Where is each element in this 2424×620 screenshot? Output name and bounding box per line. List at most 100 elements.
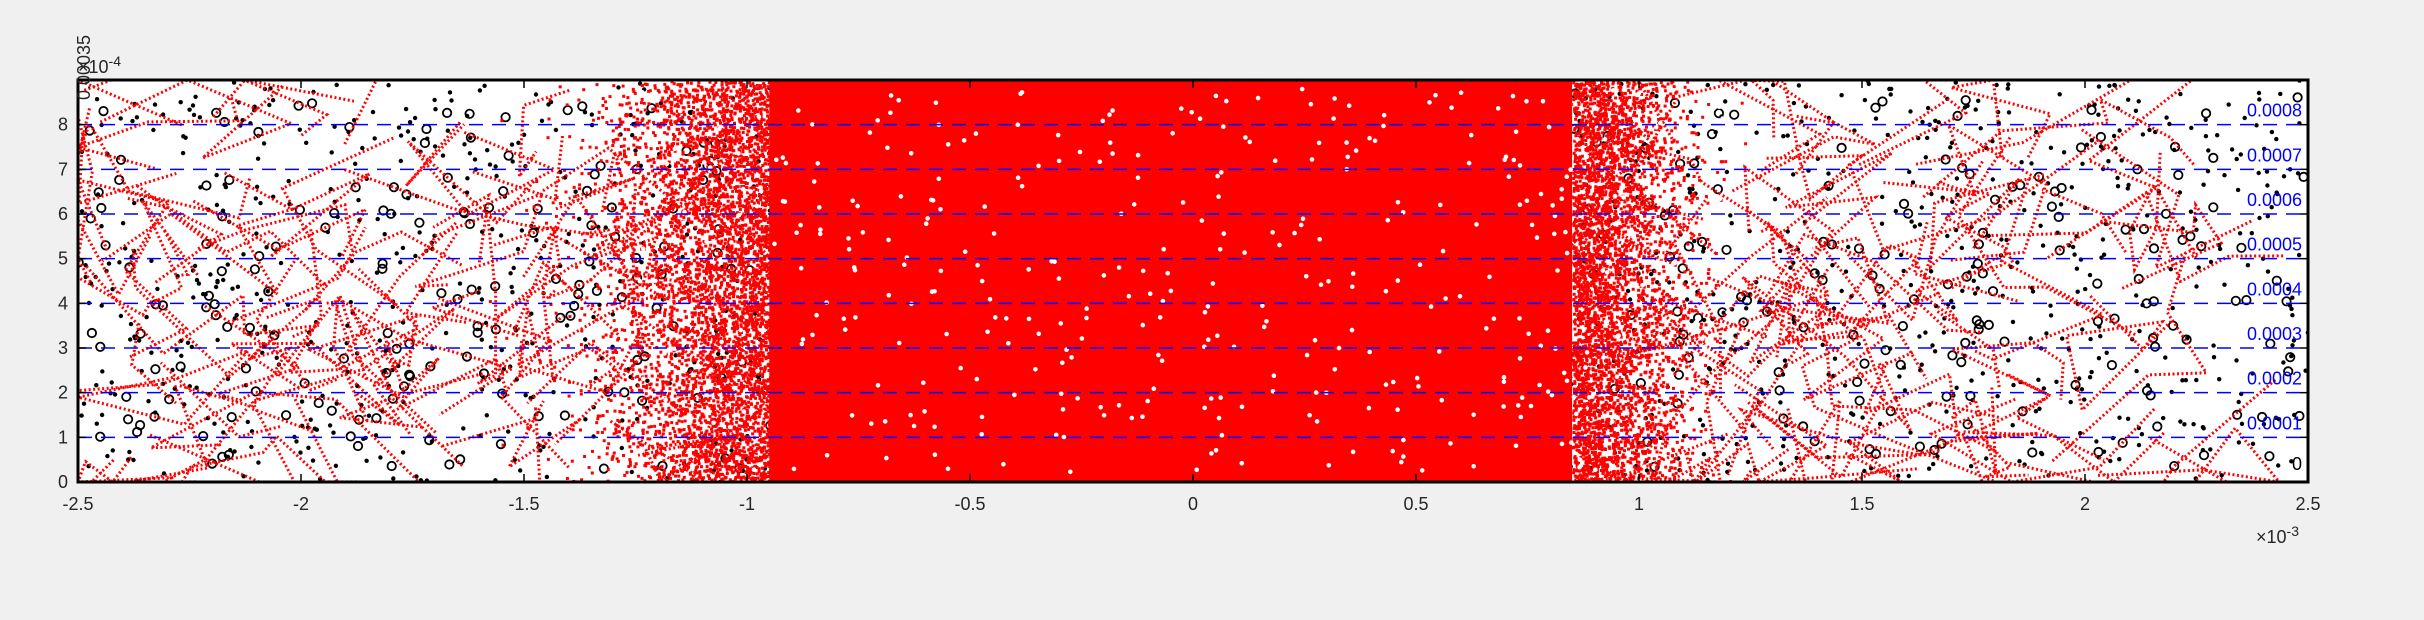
small-particle-point: [516, 247, 520, 251]
small-particle-point: [2088, 273, 2092, 277]
small-particle-point: [255, 292, 259, 296]
small-particle-point: [371, 110, 375, 114]
small-particle-point: [191, 103, 195, 107]
small-particle-point: [193, 264, 197, 268]
small-particle-point: [590, 112, 594, 116]
small-particle-point: [2112, 83, 2116, 87]
trajectory-fragment: [568, 315, 571, 318]
small-particle-point: [2082, 397, 2086, 401]
small-particle-point: [444, 331, 448, 335]
small-particle-point: [2039, 451, 2043, 455]
small-particle-point: [2276, 463, 2280, 467]
trajectory-fragment: [747, 241, 750, 244]
small-particle-point: [2163, 355, 2167, 359]
trajectory-fragment: [647, 397, 650, 400]
small-particle-point: [480, 297, 484, 301]
trajectory-fragment: [1647, 434, 1650, 437]
small-particle-point: [2290, 313, 2294, 317]
small-particle-point: [194, 386, 198, 390]
small-particle-point: [1941, 196, 1945, 200]
trajectory-fragment: [1643, 175, 1646, 178]
small-particle-point: [480, 338, 484, 342]
small-particle-point: [337, 253, 341, 257]
small-particle-point: [1688, 190, 1692, 194]
small-particle-point: [2105, 351, 2109, 355]
small-particle-point: [391, 476, 395, 480]
trajectory-fragment: [1676, 368, 1679, 371]
small-particle-point: [1867, 82, 1871, 86]
small-particle-point: [1948, 145, 1952, 149]
small-particle-point: [1730, 221, 1734, 225]
small-particle-point: [132, 201, 136, 205]
trajectory-fragment: [723, 273, 726, 276]
small-particle-point: [534, 92, 538, 96]
small-particle-point: [1702, 452, 1706, 456]
small-particle-point: [214, 173, 218, 177]
trajectory-fragment: [738, 205, 741, 208]
small-particle-point: [2069, 400, 2073, 404]
small-particle-point: [181, 151, 185, 155]
small-particle-point: [1779, 461, 1783, 465]
small-particle-point: [473, 157, 477, 161]
small-particle-point: [2212, 355, 2216, 359]
small-particle-point: [1707, 366, 1711, 370]
small-particle-point: [1744, 306, 1748, 310]
trajectory-fragment: [713, 245, 716, 248]
small-particle-point: [179, 354, 183, 358]
small-particle-point: [2194, 284, 2198, 288]
small-particle-point: [1628, 297, 1632, 301]
small-particle-point: [404, 107, 408, 111]
small-particle-point: [2041, 243, 2045, 247]
small-particle-point: [279, 261, 283, 265]
small-particle-point: [1918, 222, 1922, 226]
small-particle-point: [246, 420, 250, 424]
small-particle-point: [2237, 400, 2241, 404]
small-particle-point: [298, 450, 302, 454]
small-particle-point: [412, 137, 416, 141]
small-particle-point: [2038, 224, 2042, 228]
small-particle-point: [2189, 210, 2193, 214]
small-particle-point: [186, 341, 190, 345]
small-particle-point: [1874, 116, 1878, 120]
small-particle-point: [2017, 459, 2021, 463]
small-particle-point: [249, 445, 253, 449]
small-particle-point: [488, 162, 492, 166]
small-particle-point: [2257, 91, 2261, 95]
small-particle-point: [1973, 291, 1977, 295]
small-particle-point: [1945, 234, 1949, 238]
small-particle-point: [583, 417, 587, 421]
small-particle-point: [1781, 444, 1785, 448]
small-particle-point: [478, 88, 482, 92]
small-particle-point: [1969, 378, 1973, 382]
trajectory-fragment: [683, 476, 686, 479]
small-particle-point: [413, 254, 417, 258]
small-particle-point: [349, 300, 353, 304]
small-particle-point: [1860, 415, 1864, 419]
small-particle-point: [1950, 200, 1954, 204]
small-particle-point: [433, 144, 437, 148]
small-particle-point: [179, 100, 183, 104]
small-particle-point: [1846, 245, 1850, 249]
small-particle-point: [2098, 334, 2102, 338]
small-particle-point: [99, 224, 103, 228]
trajectory-fragment: [761, 375, 764, 378]
small-particle-point: [616, 85, 620, 89]
trajectory-fragment: [619, 189, 622, 192]
trajectory-fragment: [631, 389, 634, 392]
trajectory-fragment: [1671, 402, 1674, 405]
trajectory-fragment: [743, 165, 746, 168]
small-particle-point: [1843, 383, 1847, 387]
small-particle-point: [449, 98, 453, 102]
trajectory-fragment: [601, 431, 604, 434]
trajectory-fragment: [1660, 419, 1663, 422]
small-particle-point: [121, 221, 125, 225]
trajectory-fragment: [675, 412, 678, 415]
small-particle-point: [2134, 369, 2138, 373]
small-particle-point: [1690, 187, 1694, 191]
small-particle-point: [554, 128, 558, 132]
small-particle-point: [1840, 289, 1844, 293]
small-particle-point: [2011, 423, 2015, 427]
small-particle-point: [127, 450, 131, 454]
trajectory-fragment: [737, 379, 740, 382]
small-particle-point: [413, 116, 417, 120]
